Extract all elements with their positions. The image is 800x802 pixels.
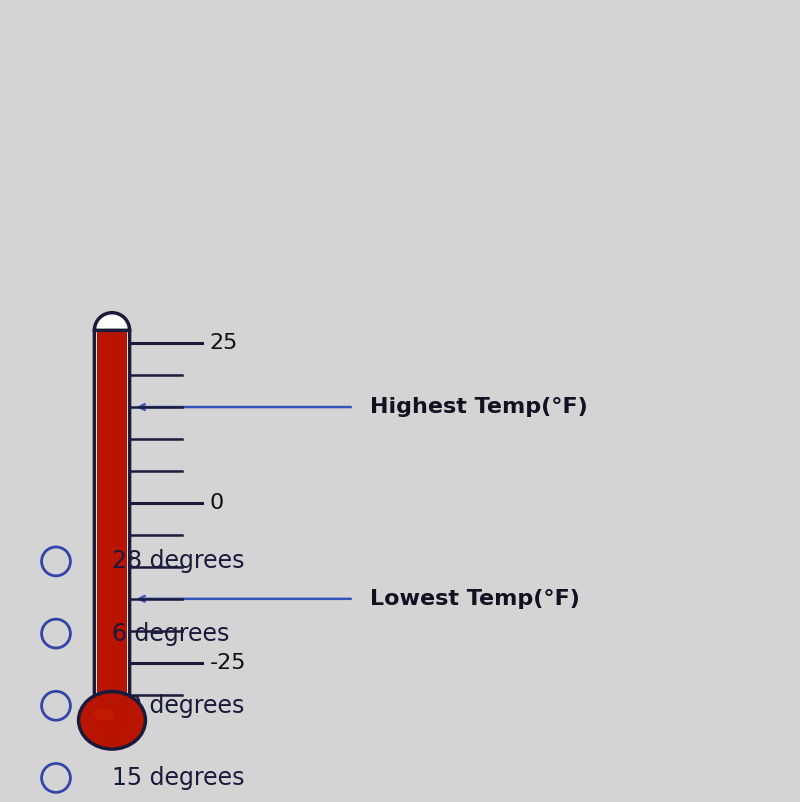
Text: 6 degrees: 6 degrees	[112, 622, 230, 646]
Bar	[97, 330, 127, 720]
Ellipse shape	[94, 709, 114, 720]
Text: Highest Temp(°F): Highest Temp(°F)	[370, 397, 587, 417]
Text: 28 degrees: 28 degrees	[112, 549, 245, 573]
Text: 15 degrees: 15 degrees	[112, 766, 245, 790]
FancyBboxPatch shape	[94, 330, 130, 720]
Text: 30 degrees: 30 degrees	[112, 694, 244, 718]
Text: 25: 25	[210, 333, 238, 353]
Text: 0: 0	[210, 493, 224, 513]
Bar	[97, 718, 127, 720]
Text: -25: -25	[210, 653, 246, 673]
Ellipse shape	[78, 691, 146, 749]
Wedge shape	[94, 313, 130, 330]
Text: Lowest Temp(°F): Lowest Temp(°F)	[370, 589, 579, 609]
